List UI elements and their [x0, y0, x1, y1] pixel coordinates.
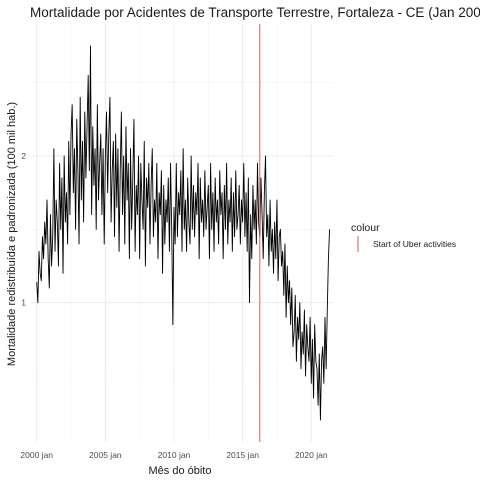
x-tick-label: 2010 jan — [158, 450, 191, 460]
x-tick-label: 2015 jan — [226, 450, 259, 460]
y-tick-label: 2 — [21, 151, 26, 161]
x-tick-label: 2005 jan — [89, 450, 122, 460]
x-tick-label: 2000 jan — [20, 450, 53, 460]
x-tick-labels: 2000 jan 2005 jan 2010 jan 2015 jan 2020 jan — [20, 450, 327, 460]
y-tick-labels: 12 — [21, 151, 26, 308]
series-layer — [36, 45, 331, 421]
chart-title: Mortalidade por Acidentes de Transporte … — [30, 5, 480, 20]
series-line-mortalidade — [36, 45, 331, 421]
y-axis-title: Mortalidade redistribuída e padronizada … — [6, 102, 18, 366]
legend-title: colour — [351, 222, 380, 234]
x-axis-title: Mês do óbito — [149, 465, 212, 477]
y-tick-label: 1 — [21, 298, 26, 308]
x-tick-label: 2020 jan — [295, 450, 328, 460]
legend: colour Start of Uber activities — [351, 222, 456, 252]
grid-major — [31, 24, 333, 442]
legend-label-uber: Start of Uber activities — [373, 239, 456, 249]
